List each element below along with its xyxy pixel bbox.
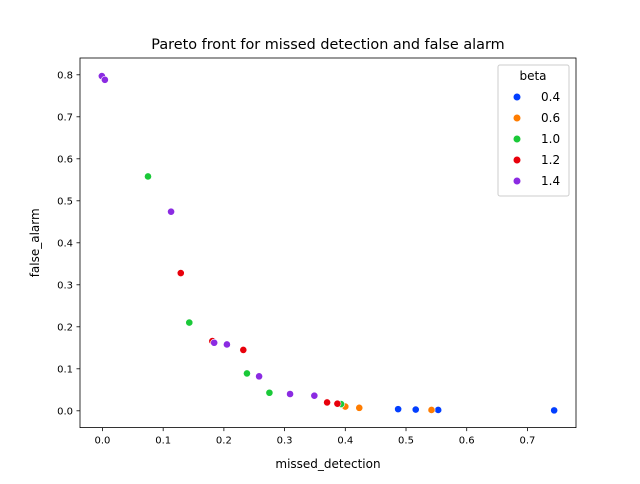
legend-label: 0.6 — [541, 111, 560, 125]
legend: beta 0.4 0.6 1.0 1.2 1.4 — [497, 64, 570, 197]
y-tick-label: 0.5 — [57, 196, 73, 207]
x-axis: 0.0 0.1 0.2 0.3 0.4 0.5 0.6 0.7 — [95, 427, 535, 447]
legend-item: 1.4 — [512, 174, 560, 188]
y-tick-label: 0.0 — [57, 406, 73, 417]
data-point — [434, 406, 443, 414]
x-tick-label: 0.5 — [398, 436, 414, 447]
x-tick-label: 0.3 — [277, 436, 293, 447]
data-point — [255, 372, 263, 381]
legend-item: 0.6 — [512, 111, 560, 125]
legend-label: 1.2 — [541, 153, 560, 167]
points-layer — [97, 72, 559, 415]
y-axis: 0.0 0.1 0.2 0.3 0.4 0.5 0.6 0.7 0.8 — [57, 70, 80, 417]
data-point — [355, 403, 364, 412]
data-point — [239, 345, 248, 354]
legend-item: 0.4 — [512, 90, 560, 104]
data-point — [210, 338, 219, 347]
chart-title: Pareto front for missed detection and fa… — [151, 37, 504, 53]
series-1.4 — [97, 72, 319, 400]
y-tick-label: 0.2 — [57, 322, 73, 333]
legend-marker — [512, 155, 522, 165]
legend-marker — [512, 92, 522, 102]
data-point — [167, 207, 175, 216]
series-1.0 — [144, 172, 345, 408]
legend-label: 0.4 — [541, 90, 560, 104]
x-tick-label: 0.1 — [155, 436, 171, 447]
x-tick-label: 0.0 — [95, 436, 111, 447]
data-point — [265, 388, 274, 397]
data-point — [243, 369, 251, 378]
data-point — [333, 399, 342, 408]
x-tick-label: 0.6 — [459, 436, 475, 447]
data-point — [427, 406, 436, 414]
data-point — [185, 318, 194, 327]
legend-items: 0.4 0.6 1.0 1.2 1.4 — [512, 90, 560, 188]
y-tick-label: 0.1 — [57, 364, 73, 375]
legend-title: beta — [519, 69, 546, 83]
series-0.6 — [341, 402, 436, 414]
x-tick-label: 0.2 — [216, 436, 232, 447]
data-point — [144, 172, 152, 181]
data-point — [394, 405, 403, 414]
series-1.2 — [176, 269, 342, 408]
y-tick-label: 0.8 — [57, 70, 73, 81]
data-point — [411, 405, 420, 414]
y-tick-label: 0.4 — [57, 238, 73, 249]
x-tick-label: 0.7 — [519, 436, 535, 447]
data-point — [310, 391, 319, 400]
data-point — [100, 75, 109, 84]
y-tick-label: 0.3 — [57, 280, 73, 291]
data-point — [550, 406, 559, 415]
legend-marker — [512, 176, 522, 186]
x-tick-label: 0.4 — [337, 436, 353, 447]
y-tick-label: 0.7 — [57, 112, 73, 123]
data-point — [323, 398, 331, 407]
series-0.4 — [394, 405, 559, 415]
data-point — [223, 340, 231, 349]
x-axis-label: missed_detection — [275, 457, 380, 471]
y-tick-label: 0.6 — [57, 154, 73, 165]
legend-item: 1.2 — [512, 153, 560, 167]
legend-item: 1.0 — [512, 132, 560, 146]
legend-label: 1.0 — [541, 132, 560, 146]
legend-marker — [512, 134, 522, 144]
data-point — [176, 269, 185, 277]
data-point — [286, 390, 294, 398]
legend-marker — [512, 113, 522, 123]
legend-label: 1.4 — [541, 174, 560, 188]
y-axis-label: false_alarm — [28, 208, 42, 277]
